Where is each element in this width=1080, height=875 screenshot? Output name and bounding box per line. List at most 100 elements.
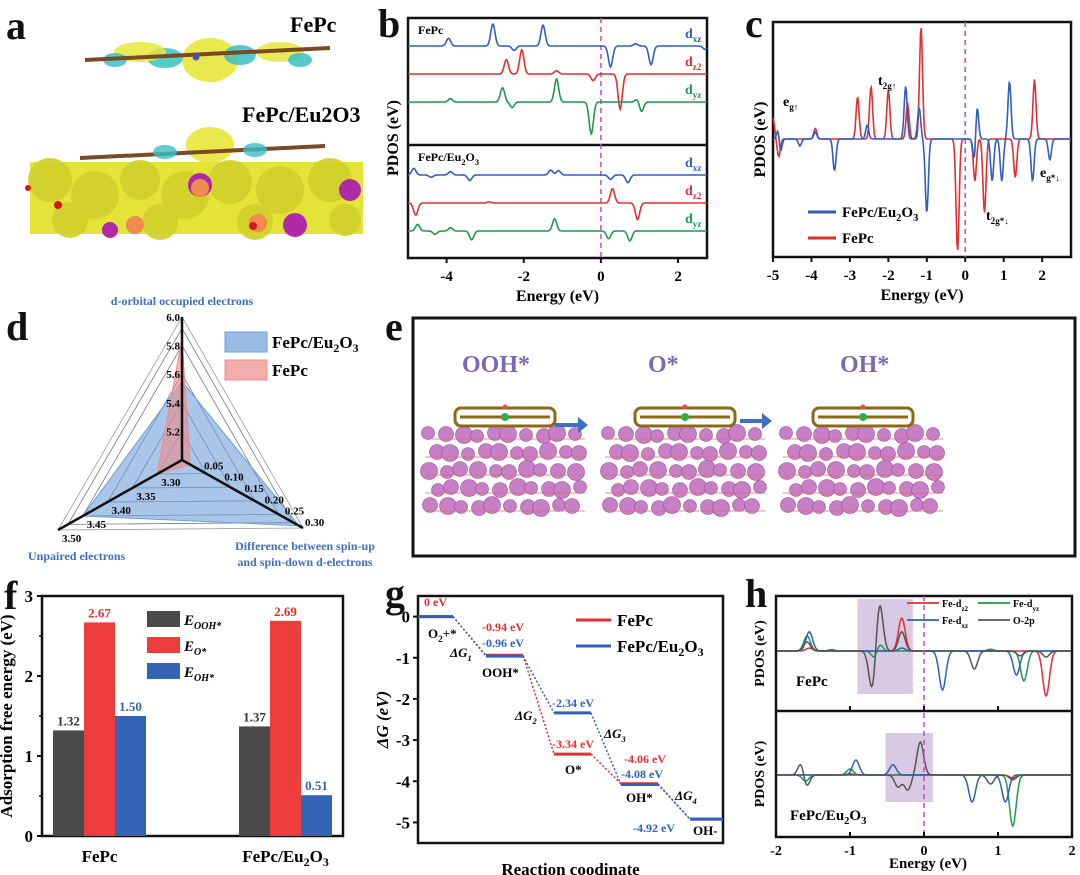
- y-tick-label: -3: [396, 731, 410, 750]
- pdos-line-dxz: [407, 167, 707, 184]
- legend-swatch: [224, 359, 268, 381]
- x-tick-label: 0: [962, 268, 970, 284]
- panel-a-structure: FePc FePc/Eu2O3: [25, 12, 363, 240]
- x-tick-label: 1: [995, 844, 1002, 859]
- eu-atom: [672, 482, 688, 498]
- plot-frame: [416, 594, 725, 845]
- chart-c: eg↑ t2g↑ eg*↓ t2g*↓ FePc/Eu2O3 FePc -5 -4 -3 -2 -1…: [752, 20, 1073, 304]
- eu-atom: [441, 444, 459, 462]
- eu-atom: [422, 497, 438, 513]
- eu-atom: [519, 428, 533, 442]
- eu-atom: [620, 465, 634, 479]
- adsorbate-slab-structure: [420, 404, 587, 517]
- eu-atom: [812, 500, 826, 514]
- panel-letter-e: e: [385, 304, 403, 349]
- legend-label: Fe-dxz: [942, 616, 968, 630]
- eu-atom: [880, 446, 896, 462]
- eu-atom: [550, 463, 566, 479]
- legend-label: EOOH*: [183, 613, 222, 632]
- eu-atom: [753, 480, 767, 494]
- legend-swatch: [224, 331, 268, 353]
- bar-value-label: 2.69: [274, 604, 297, 619]
- eu-atom: [532, 499, 550, 517]
- bar-value-label: 1.37: [243, 709, 266, 724]
- x-axis-label: Energy (eV): [889, 856, 967, 872]
- panel-a-label-fepc: FePc: [290, 12, 337, 37]
- y-axis-label-top: PDOS (eV): [753, 620, 768, 687]
- eu-atom: [813, 426, 831, 444]
- eu-atom: [564, 498, 580, 514]
- eu-atom: [848, 443, 866, 461]
- eu-atom: [847, 464, 861, 478]
- radar-tick-label: 5.4: [166, 398, 180, 410]
- x-tick-label: -1: [921, 268, 934, 284]
- adsorbate-slab-structure: [600, 404, 767, 517]
- eu-atom: [649, 461, 667, 479]
- radar-tick-label: 0.05: [204, 460, 224, 472]
- radar-axis-label-left: Unpaired electrons: [28, 549, 126, 563]
- bar-e_oh: [301, 795, 332, 836]
- eu-atom: [650, 429, 664, 443]
- eu-atom: [602, 497, 618, 513]
- panel-a-label-fepc-eu2o3: FePc/Eu2O3: [242, 102, 361, 127]
- eu-atom: [623, 479, 639, 495]
- eu-atom: [704, 481, 718, 495]
- x-tick-label: -2: [882, 268, 895, 284]
- transition-line: [522, 655, 555, 714]
- radar-tick-label: 0.20: [265, 494, 285, 506]
- radar-grid: [67, 327, 295, 525]
- eu-atom: [739, 445, 753, 459]
- fe-atom: [859, 413, 867, 421]
- panel-letter-f: f: [4, 573, 18, 618]
- x-tick-label: -4: [805, 268, 818, 284]
- radar-tick-label: 5.2: [166, 426, 180, 438]
- eu-atom: [699, 428, 713, 442]
- eu-atom: [460, 479, 478, 497]
- legend-label: FePc: [272, 361, 308, 380]
- eu-atom: [533, 463, 547, 477]
- step-label: ΔG4: [674, 788, 697, 806]
- pdos-line-o2p: [776, 740, 1072, 792]
- eu-atom: [524, 481, 538, 495]
- adsorbate-slab-structure: [778, 404, 945, 517]
- radar-axis-label-top: d-orbital occupied electrons: [111, 294, 254, 308]
- y-tick-label: 0: [25, 827, 34, 846]
- eu-atom: [859, 464, 875, 480]
- eu-atom: [702, 446, 718, 462]
- x-tick-label: -1: [844, 844, 856, 859]
- pdos-line-dz2: [407, 188, 707, 221]
- x-tick-label: 0: [921, 844, 928, 859]
- radar-tick-label: 0.10: [224, 472, 244, 484]
- step-label: ΔG2: [514, 708, 538, 726]
- subplot-label: FePc/Eu2O3: [418, 150, 479, 167]
- legend-label: EOH*: [183, 665, 215, 684]
- eu-atom: [438, 426, 454, 442]
- legend-label: FePc: [617, 611, 653, 630]
- eu-atom: [663, 496, 681, 514]
- y-tick-label: 0: [402, 608, 411, 627]
- state-label: OOH*: [482, 665, 519, 680]
- eu-atom: [922, 498, 938, 514]
- eu-atom: [600, 462, 618, 480]
- chart-f: 0 1 2 3 1.32 2.67 1.50 FePc 1.37 2.69 0.51 FePc/Eu2…: [0, 587, 345, 869]
- eu-atom: [559, 445, 573, 459]
- legend-label: FePc/Eu2O3: [617, 637, 704, 659]
- eu-atom: [439, 497, 457, 515]
- eu-atom: [489, 464, 503, 478]
- bar-e_o: [84, 622, 115, 836]
- eu-atom: [690, 446, 704, 460]
- energy-value-label: -2.34 eV: [552, 696, 594, 710]
- chart-b: FePc dxz dz2 dyz FePc/Eu2O3 dxz dz2 dyz -4 -2 0 2 En…: [385, 16, 709, 305]
- radar-grid: [57, 316, 304, 531]
- highlight-region: [885, 733, 933, 802]
- eu-atom: [483, 496, 501, 514]
- eu-atom: [522, 446, 538, 462]
- eu-atom: [632, 461, 648, 477]
- series-label-dxz: dxz: [685, 156, 701, 173]
- eu-atom: [926, 427, 940, 441]
- eu-atom: [455, 426, 473, 444]
- panel-letter-h: h: [745, 571, 768, 616]
- eu-atom: [440, 465, 454, 479]
- eu-atom: [910, 498, 924, 512]
- eu-atom: [931, 480, 945, 494]
